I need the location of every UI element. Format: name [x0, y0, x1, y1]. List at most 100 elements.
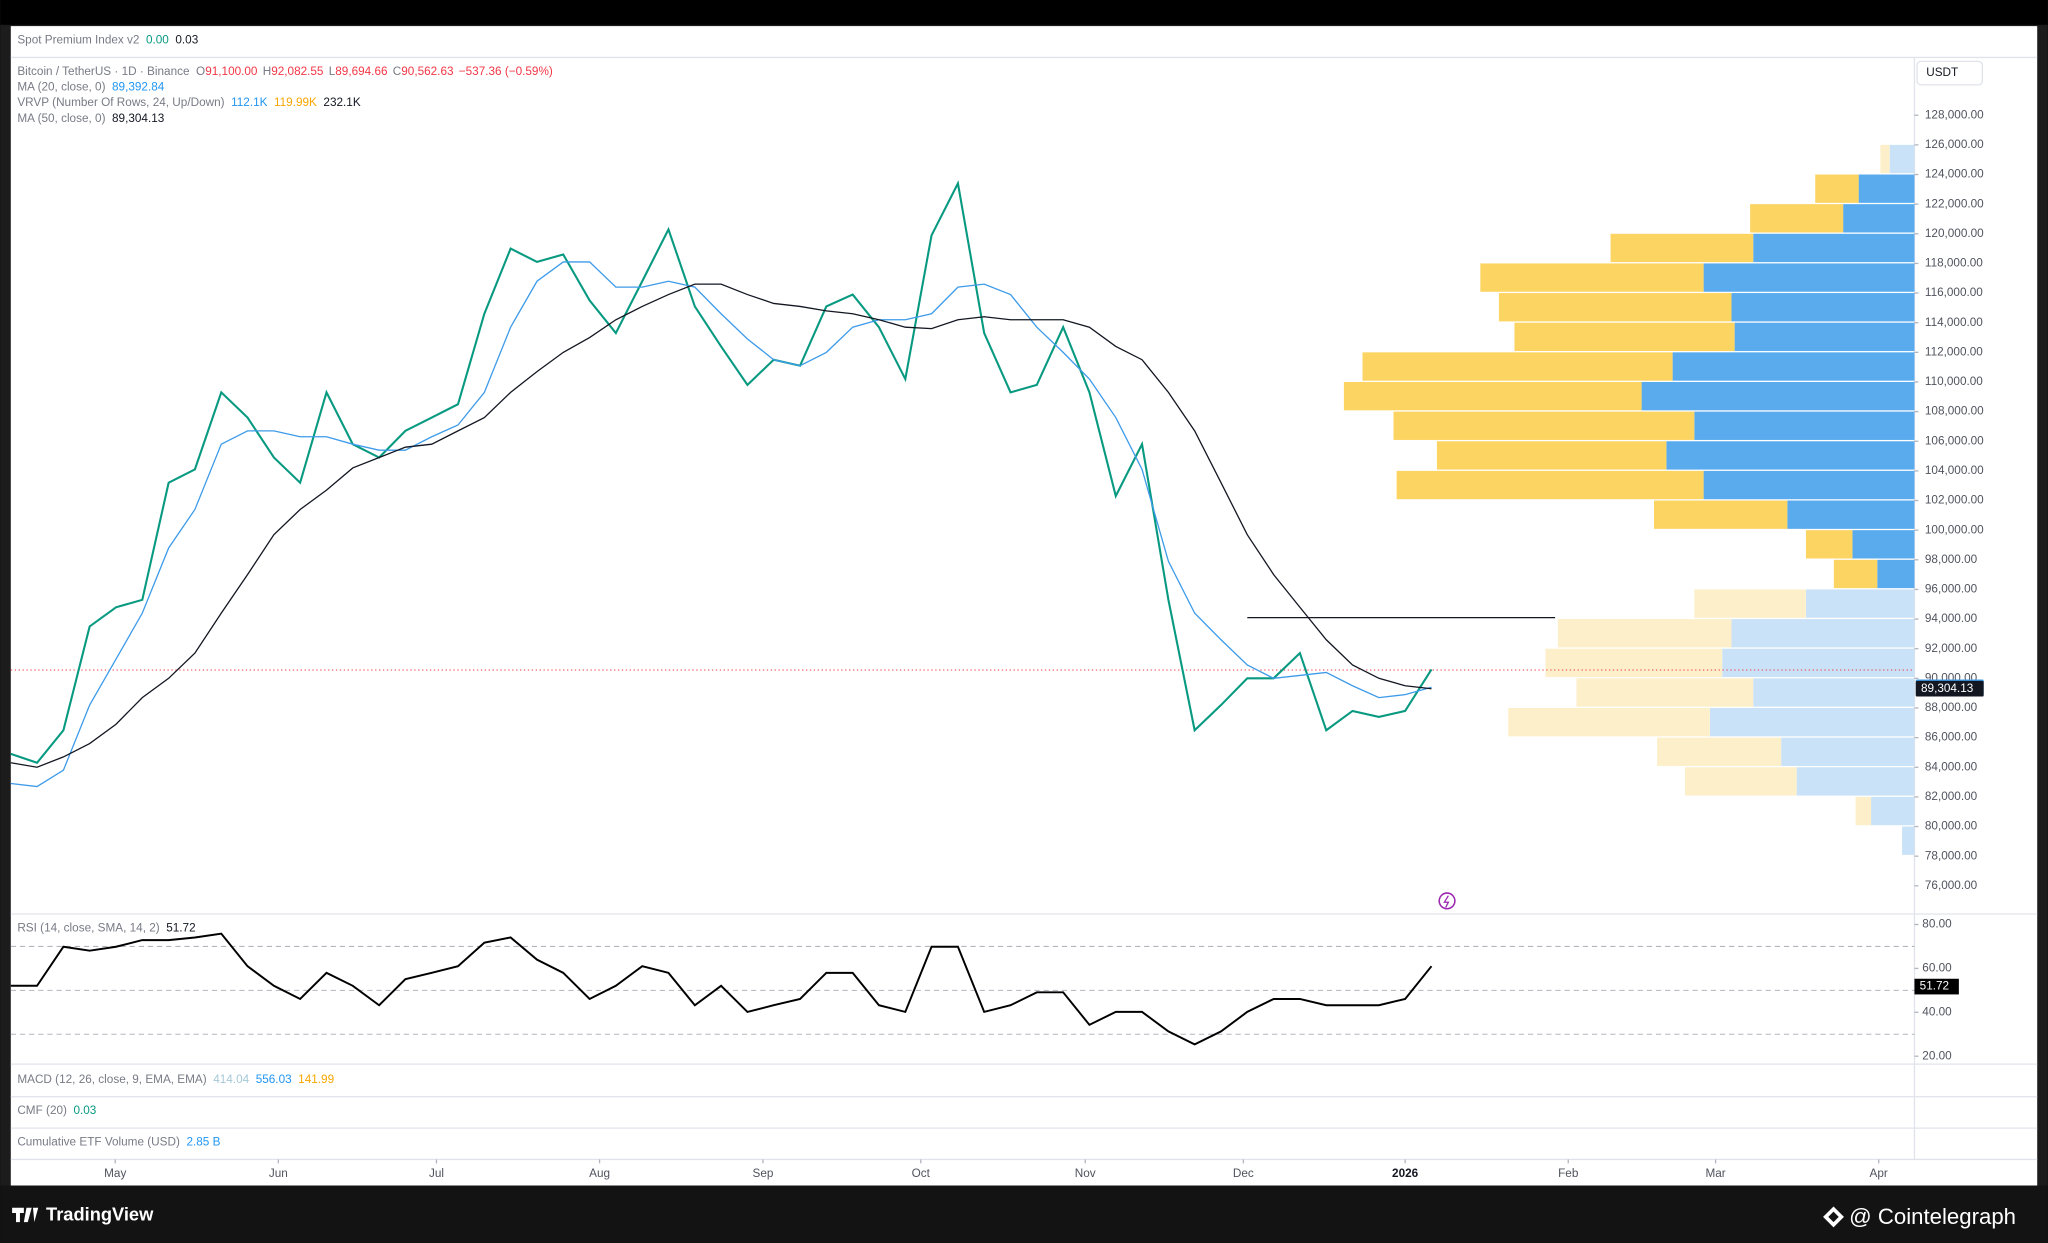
ohlc-key: H — [263, 65, 272, 78]
y-tick-label: 40.00 — [1922, 1005, 1952, 1018]
volume-bar — [1731, 293, 1915, 322]
y-tick-label: 84,000.00 — [1925, 760, 1978, 773]
volume-bar — [1480, 263, 1704, 292]
volume-bar — [1709, 707, 1915, 737]
x-tick-label: Jun — [269, 1167, 288, 1180]
volume-bar — [1641, 381, 1915, 411]
ohlc-key: O — [196, 65, 205, 78]
y-tick-label: 100,000.00 — [1925, 523, 1984, 536]
y-tick-label: 86,000.00 — [1925, 731, 1978, 744]
symbol: Bitcoin / TetherUS · 1D · Binance — [17, 65, 190, 78]
volume-bar — [1880, 144, 1890, 174]
y-tick-label: 114,000.00 — [1925, 316, 1983, 329]
rsi-legend: RSI (14, close, SMA, 14, 2) 51.72 — [17, 921, 195, 934]
value: 414.04 — [213, 1073, 249, 1086]
value: 0.00 — [146, 34, 169, 47]
value: 89,392.84 — [112, 81, 165, 94]
y-tick-label: 80.00 — [1922, 918, 1952, 931]
volume-bar — [1576, 678, 1754, 707]
y-tick-label: 102,000.00 — [1925, 494, 1984, 507]
change: −537.36 (−0.59%) — [459, 65, 553, 78]
x-tick-label: May — [104, 1167, 126, 1180]
volume-bar — [1855, 796, 1872, 826]
ohlc-key: C — [393, 65, 402, 78]
y-tick-label: 118,000.00 — [1925, 257, 1983, 270]
rsi-tag-label: 51.72 — [1920, 980, 1949, 993]
volume-bar — [1753, 678, 1915, 707]
volume-bar — [1815, 174, 1859, 203]
price-tag-label: 89,304.13 — [1921, 682, 1974, 695]
volume-bar — [1753, 233, 1915, 263]
volume-bar — [1657, 737, 1782, 766]
volume-bar — [1805, 589, 1915, 618]
currency: USDT — [1926, 66, 1958, 79]
name: VRVP (Number Of Rows, 24, Up/Down) — [17, 96, 224, 109]
etf-legend: Cumulative ETF Volume (USD) 2.85 B — [17, 1136, 220, 1149]
rsi-line — [10, 932, 1433, 1046]
volume-bar — [1393, 411, 1695, 440]
volume-bar — [1877, 559, 1915, 589]
y-tick-label: 112,000.00 — [1925, 345, 1983, 358]
name: Cumulative ETF Volume (USD) — [17, 1136, 180, 1149]
y-tick-label: 20.00 — [1922, 1049, 1952, 1062]
y-tick-label: 82,000.00 — [1925, 790, 1978, 803]
volume-bar — [1722, 648, 1915, 678]
y-tick-label: 104,000.00 — [1925, 464, 1984, 477]
volume-bar — [1694, 411, 1915, 440]
value: 556.03 — [256, 1073, 292, 1086]
y-tick-label: 116,000.00 — [1925, 286, 1983, 299]
title: Spot Premium Index v2 — [17, 34, 139, 47]
volume-bar — [1557, 619, 1732, 648]
value: 232.1K — [323, 96, 360, 109]
y-tick-label: 128,000.00 — [1925, 108, 1984, 121]
y-tick-label: 88,000.00 — [1925, 701, 1978, 714]
x-tick-label: Apr — [1870, 1167, 1888, 1180]
name: RSI (14, close, SMA, 14, 2) — [17, 921, 159, 934]
x-tick-label: Sep — [752, 1167, 773, 1180]
y-tick-label: 110,000.00 — [1925, 375, 1983, 388]
volume-bar — [1672, 352, 1915, 381]
series-line — [10, 180, 1433, 764]
volume-bar — [1703, 263, 1915, 292]
price-tag — [1915, 680, 1984, 697]
y-tick-label: 96,000.00 — [1925, 583, 1978, 596]
vrvp-legend: VRVP (Number Of Rows, 24, Up/Down) 112.1K… — [17, 96, 361, 109]
value: 89,304.13 — [112, 112, 165, 125]
x-tick-label: Feb — [1558, 1167, 1579, 1180]
top-bar — [0, 0, 2048, 25]
volume-bar — [1653, 500, 1788, 529]
currency-box[interactable] — [1916, 60, 1984, 86]
volume-bar — [1750, 204, 1844, 233]
value: 0.03 — [175, 34, 198, 47]
y-tick-label: 122,000.00 — [1925, 197, 1984, 210]
x-tick-label: Aug — [589, 1167, 610, 1180]
symbol-legend: Bitcoin / TetherUS · 1D · Binance O91,100… — [17, 65, 553, 78]
volume-bar — [1902, 826, 1915, 855]
brand: TradingView — [46, 1203, 154, 1224]
y-tick-label: 76,000.00 — [1925, 879, 1978, 892]
ohlc-key: L — [329, 65, 336, 78]
y-tick-label: 126,000.00 — [1925, 138, 1984, 151]
volume-bar — [1889, 144, 1915, 174]
y-tick-label: 98,000.00 — [1925, 553, 1978, 566]
value: 2.85 B — [186, 1136, 220, 1149]
name: MA (50, close, 0) — [17, 112, 105, 125]
value: 0.03 — [73, 1104, 96, 1117]
macd-legend: MACD (12, 26, close, 9, EMA, EMA) 414.04 5… — [17, 1073, 334, 1086]
volume-bar — [1694, 589, 1806, 618]
volume-bar — [1852, 530, 1915, 559]
ohlc-value: 90,562.63 — [401, 65, 454, 78]
y-tick-label: 108,000.00 — [1925, 405, 1984, 418]
rsi-tag — [1914, 978, 1959, 995]
volume-bar — [1610, 233, 1754, 263]
event-icon[interactable] — [1438, 892, 1456, 910]
volume-bar — [1436, 441, 1667, 470]
name: MA (20, close, 0) — [17, 81, 105, 94]
cmf-legend: CMF (20) 0.03 — [17, 1104, 96, 1117]
x-tick-label: Jul — [429, 1167, 444, 1180]
volume-bar — [1498, 293, 1732, 322]
ohlc-value: 91,100.00 — [205, 65, 258, 78]
ma20-legend: MA (20, close, 0) 89,392.84 — [17, 81, 164, 94]
